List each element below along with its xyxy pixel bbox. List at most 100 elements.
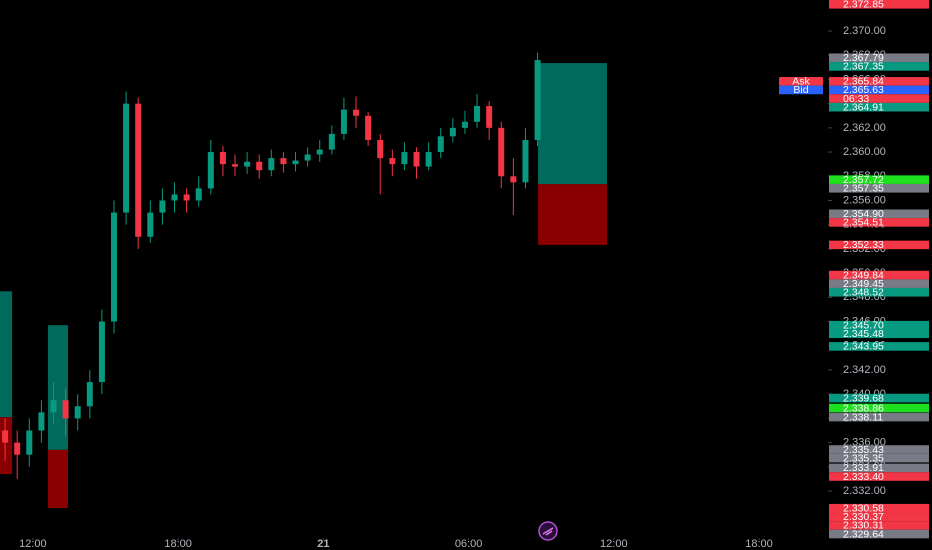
candle-body bbox=[449, 127, 456, 137]
candle-body bbox=[62, 400, 69, 419]
candle-body bbox=[316, 149, 323, 155]
price-badge bbox=[829, 85, 929, 95]
price-badge-label: 2.354.51 bbox=[843, 217, 884, 229]
candle-body bbox=[292, 160, 299, 165]
y-tick-label: 2.342.00 bbox=[843, 364, 886, 376]
candle-body bbox=[256, 161, 263, 171]
candle-body bbox=[98, 321, 105, 383]
candle-body bbox=[183, 194, 190, 201]
candle-body bbox=[486, 106, 493, 128]
price-badge bbox=[829, 270, 929, 280]
price-tag-label: Ask bbox=[792, 76, 810, 88]
stop-zone bbox=[47, 449, 69, 508]
x-tick-label: 18:00 bbox=[745, 538, 773, 550]
target-zone bbox=[47, 325, 69, 450]
price-badge bbox=[829, 342, 929, 351]
price-badge-label: 2.333.40 bbox=[843, 471, 884, 483]
price-badge-label: 2.335.35 bbox=[843, 452, 884, 464]
candle-body bbox=[14, 442, 21, 455]
price-badge-label: 2.365.63 bbox=[843, 84, 884, 96]
price-badge bbox=[829, 412, 929, 422]
price-badge bbox=[829, 209, 929, 219]
price-badge-label: 2.365.84 bbox=[843, 76, 884, 88]
price-badge bbox=[829, 329, 929, 339]
candle-body bbox=[304, 154, 311, 161]
price-badge-label: 2.338.11 bbox=[843, 411, 883, 423]
price-badge-label: 2.372.85 bbox=[843, 0, 884, 11]
candle-body bbox=[425, 152, 432, 167]
price-badge-label: 2.364.91 bbox=[843, 101, 884, 113]
candle-body bbox=[534, 60, 541, 140]
candle-body bbox=[135, 103, 142, 237]
price-badge-label: 2.338.86 bbox=[843, 402, 884, 414]
price-badge-label: 06:33 bbox=[843, 93, 869, 105]
price-badge-label: 2.330.31 bbox=[843, 520, 884, 532]
price-badge-label: 2.343.95 bbox=[843, 341, 884, 353]
y-tick-label: 2.332.00 bbox=[843, 485, 886, 497]
price-badge bbox=[829, 183, 929, 193]
candle-body bbox=[50, 400, 57, 413]
candle-body bbox=[26, 430, 33, 455]
price-badge bbox=[829, 503, 929, 513]
target-zone bbox=[538, 63, 608, 185]
price-badge-label: 2.345.70 bbox=[843, 319, 884, 331]
price-badge-label: 2.335.43 bbox=[843, 444, 884, 456]
price-badge bbox=[829, 0, 929, 9]
candle-body bbox=[2, 430, 9, 443]
price-badge-label: 2.349.84 bbox=[843, 269, 884, 281]
y-tick-label: 2.370.00 bbox=[843, 25, 886, 37]
price-badge bbox=[829, 472, 929, 481]
candle-body bbox=[171, 194, 178, 201]
price-badge-label: 2.339.68 bbox=[843, 392, 884, 404]
candle-body bbox=[159, 200, 166, 213]
price-badge-label: 2.352.33 bbox=[843, 239, 884, 251]
candle-body bbox=[510, 176, 517, 183]
candle-body bbox=[522, 139, 529, 183]
candle-body bbox=[38, 412, 45, 431]
price-badge-label: 2.367.35 bbox=[843, 61, 884, 73]
price-badge-label: 2.345.48 bbox=[843, 328, 884, 340]
candle-body bbox=[244, 161, 251, 167]
price-badge-label: 2.330.37 bbox=[843, 511, 884, 523]
candle-body bbox=[74, 406, 81, 419]
price-badge-label: 2.354.90 bbox=[843, 208, 884, 220]
candle-body bbox=[207, 152, 214, 189]
price-badge bbox=[829, 445, 929, 454]
price-badge-label: 2.333.91 bbox=[843, 462, 884, 474]
price-badge-label: 2.330.58 bbox=[843, 503, 884, 515]
price-badge-label: 2.348.52 bbox=[843, 287, 884, 299]
candle-body bbox=[232, 164, 239, 167]
price-badge bbox=[829, 53, 929, 63]
logo bbox=[538, 521, 558, 541]
x-tick-label: 21 bbox=[317, 538, 329, 550]
stop-zone bbox=[538, 184, 608, 245]
candle-body bbox=[377, 139, 384, 159]
price-badge bbox=[829, 240, 929, 250]
price-badge-label: 2.357.35 bbox=[843, 183, 884, 195]
price-badge bbox=[829, 320, 929, 330]
price-badge bbox=[829, 393, 929, 403]
price-badge bbox=[829, 521, 929, 530]
candle-body bbox=[498, 127, 505, 177]
candle-body bbox=[401, 152, 408, 165]
candle-body bbox=[219, 152, 226, 165]
price-tag bbox=[779, 85, 823, 95]
candle-body bbox=[280, 158, 287, 165]
price-badge-label: 2.329.64 bbox=[843, 528, 884, 540]
x-tick-label: 06:00 bbox=[455, 538, 483, 550]
candle-body bbox=[340, 109, 347, 134]
candle-body bbox=[86, 382, 93, 407]
price-badge bbox=[829, 529, 929, 539]
target-zone bbox=[0, 291, 13, 418]
candle-body bbox=[147, 212, 154, 237]
candle-body bbox=[461, 121, 468, 128]
price-badge bbox=[829, 279, 929, 288]
candle-body bbox=[474, 106, 481, 122]
x-tick-label: 18:00 bbox=[164, 538, 192, 550]
y-tick-label: 2.360.00 bbox=[843, 146, 886, 158]
price-badge bbox=[829, 62, 929, 71]
price-tag bbox=[779, 77, 823, 86]
candle-body bbox=[268, 158, 275, 171]
price-tag-label: Bid bbox=[793, 84, 808, 96]
